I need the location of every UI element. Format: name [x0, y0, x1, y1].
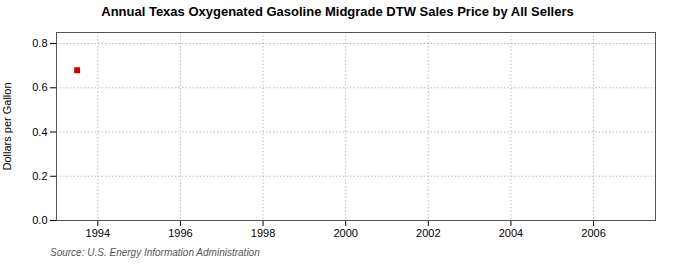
svg-text:2002: 2002 [416, 227, 440, 239]
svg-text:0.8: 0.8 [32, 37, 47, 49]
html-text:Annual Texas Oxygenated Gasoli: Annual Texas Oxygenated Gasoline Midgrad… [101, 4, 574, 19]
svg-text:1994: 1994 [86, 227, 110, 239]
svg-text:0.4: 0.4 [32, 126, 47, 138]
svg-text:1998: 1998 [251, 227, 275, 239]
html-text:Source: U.S. Energy Informatio: Source: U.S. Energy Information Administ… [50, 247, 260, 258]
svg-text:0.0: 0.0 [32, 214, 47, 226]
svg-text:2000: 2000 [333, 227, 357, 239]
svg-text:2004: 2004 [499, 227, 523, 239]
svg-text:0.2: 0.2 [32, 170, 47, 182]
svg-text:0.6: 0.6 [32, 81, 47, 93]
svg-text:1996: 1996 [168, 227, 192, 239]
svg-text:Dollars per Gallon: Dollars per Gallon [1, 82, 13, 170]
svg-text:2006: 2006 [581, 227, 605, 239]
